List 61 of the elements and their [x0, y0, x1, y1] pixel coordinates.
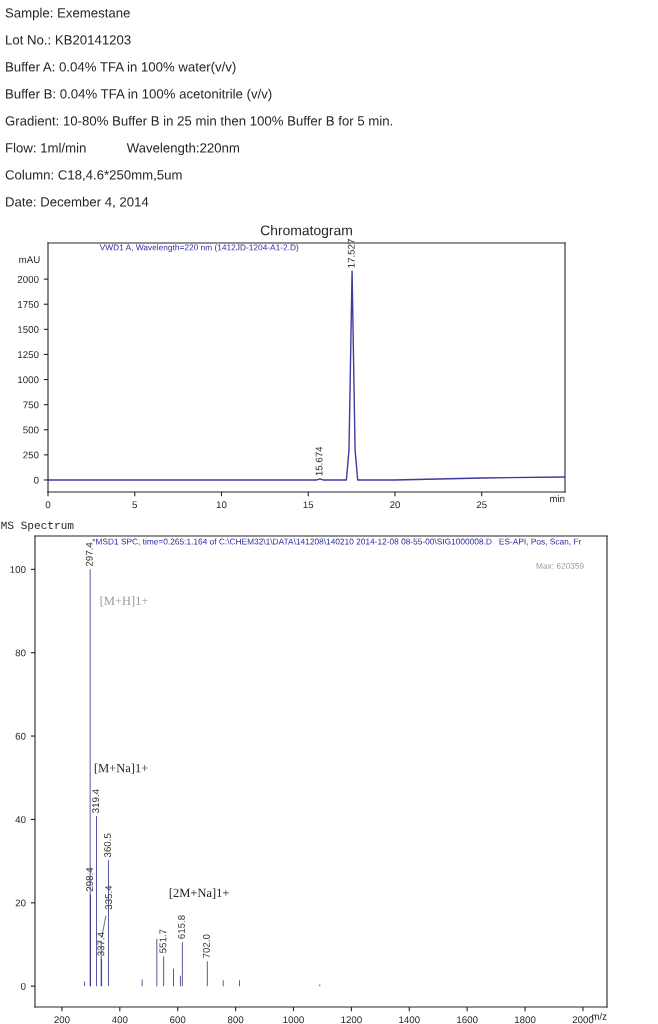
x-tick-label: 25 — [476, 501, 487, 509]
x-tick-label: 0 — [45, 501, 51, 509]
annotation: 17.527 — [347, 239, 355, 268]
x-tick-label: 5 — [132, 501, 138, 509]
annotation: 360.5 — [104, 833, 111, 858]
x-axis-title: min — [549, 494, 565, 503]
y-tick-label: 40 — [15, 816, 26, 824]
y-tick-label: 20 — [15, 899, 26, 907]
text: Buffer B: 0.04% TFA in 100% acetonitrile (v/v) — [6, 88, 272, 102]
text: Gradient: 10-80% Buffer B in 25 min then 100% Buffer B for 5 min. — [5, 115, 393, 126]
x-tick-label: 1200 — [341, 1016, 362, 1024]
annotation: [M+Na]1+ — [94, 763, 148, 774]
x-tick-label: 2000 — [572, 1016, 594, 1024]
text: Date: December 4, 2014 — [6, 196, 149, 209]
annotation: 551.7 — [159, 929, 167, 953]
x-tick-label: 10 — [216, 501, 227, 509]
annotation: [2M+Na]1+ — [169, 888, 229, 899]
x-tick-label: 200 — [54, 1016, 70, 1024]
x-tick-label: 1400 — [399, 1016, 420, 1024]
x-tick-label: 20 — [390, 501, 401, 509]
text: Buffer A: 0.04% TFA in 100% water(v/v) — [6, 61, 236, 75]
x-tick-label: 400 — [111, 1016, 128, 1024]
annotation: 319.4 — [92, 789, 100, 813]
x-tick-label: 1600 — [457, 1016, 478, 1024]
y-tick-label: 100 — [10, 566, 26, 573]
annotation: 297.4 — [85, 542, 93, 567]
x-tick-label: 1000 — [283, 1016, 304, 1024]
y-tick-label: 500 — [23, 426, 39, 434]
y-tick-label: 1250 — [18, 351, 39, 359]
text: Lot No.: KB20141203 — [6, 35, 131, 45]
annotation: [M+H]1+ — [100, 596, 148, 607]
y-tick-label: 60 — [15, 732, 26, 740]
annotation: 702.0 — [202, 934, 210, 958]
chart-subtitle: *MSD1 SPC, time=0.265:1.164 of C:\CHEM32\1\DATA\141208\140210 2014-12-08 08-55-00\SIG1000008.D ES-API, Pos, Scan, Fr — [92, 538, 582, 546]
x-tick-label: 1800 — [515, 1016, 536, 1024]
x-tick-label: 15 — [303, 501, 314, 509]
y-tick-label: 250 — [23, 451, 39, 459]
annotation: 15.674 — [315, 446, 323, 476]
annotation: 337.4 — [97, 932, 105, 956]
text: Column: C18,4.6*250mm,5um — [5, 169, 182, 182]
y-tick-label: 750 — [23, 401, 39, 409]
y-tick-label: 0 — [33, 476, 39, 484]
annotation: 615.8 — [178, 915, 185, 939]
text: Sample: Exemestane — [5, 7, 130, 21]
x-tick-label: 600 — [170, 1016, 186, 1024]
x-tick-label: 800 — [227, 1016, 244, 1024]
y-tick-label: 1500 — [18, 326, 39, 333]
chart-title: MS Spectrum — [1, 521, 74, 532]
x-axis-title: m/z — [591, 1012, 607, 1020]
text: Flow: 1ml/min Wavelength:220nm — [6, 142, 240, 156]
annotation: 298.4 — [86, 867, 94, 892]
chart-subtitle: VWD1 A, Wavelength=220 nm (1412JD-1204-A1-2.D) — [99, 244, 299, 253]
y-tick-label: 2000 — [17, 275, 39, 283]
y-axis-title: mAU — [19, 256, 40, 264]
y-tick-label: 80 — [15, 649, 26, 657]
y-tick-label: 1000 — [18, 376, 39, 384]
y-tick-label: 1750 — [18, 300, 39, 308]
annotation: Max: 620359 — [536, 562, 584, 569]
chart-title: Chromatogram — [260, 225, 352, 239]
y-tick-label: 0 — [20, 982, 26, 990]
annotation: 335.4 — [105, 885, 113, 910]
